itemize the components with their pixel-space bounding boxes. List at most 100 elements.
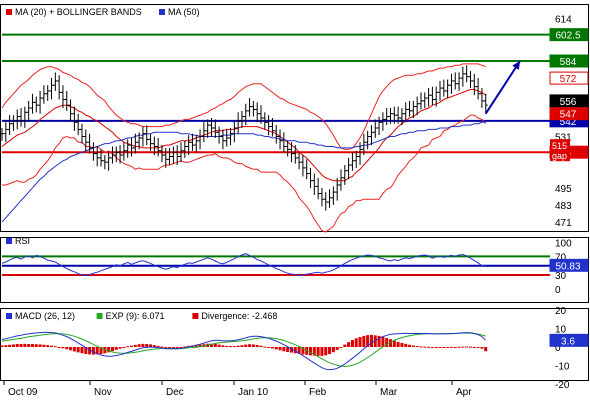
divergence-bar-55 xyxy=(209,343,213,347)
divergence-bar-16 xyxy=(61,347,65,349)
price-panel: 614584556531520495483471602.558454255725… xyxy=(0,4,589,233)
rsi-frame xyxy=(0,237,589,303)
price-legend-swatch-1 xyxy=(159,9,165,15)
divergence-bar-18 xyxy=(69,347,73,351)
price-legend-label-1: MA (50) xyxy=(168,7,200,17)
hline-tag-602.5-bg xyxy=(549,28,589,42)
divergence-bar-43 xyxy=(164,347,168,348)
projection-arrow-line xyxy=(484,60,521,115)
macd-legend-swatch-2 xyxy=(192,313,199,319)
divergence-bar-125 xyxy=(476,347,480,348)
divergence-bar-100 xyxy=(381,336,385,347)
divergence-bar-64 xyxy=(244,344,248,347)
price-frame xyxy=(0,4,589,232)
divergence-bar-94 xyxy=(358,337,362,347)
gap-label-bg xyxy=(550,139,570,162)
divergence-bar-24 xyxy=(91,347,95,355)
divergence-bar-46 xyxy=(175,347,179,348)
value-tag-556-text: 556 xyxy=(560,97,577,108)
divergence-bar-29 xyxy=(110,347,114,352)
divergence-bar-68 xyxy=(259,345,263,347)
divergence-bar-124 xyxy=(472,347,476,348)
divergence-bar-90 xyxy=(343,344,347,347)
divergence-bar-30 xyxy=(114,347,118,350)
divergence-bar-15 xyxy=(57,347,61,348)
divergence-bar-96 xyxy=(366,335,370,347)
divergence-bar-27 xyxy=(103,347,107,354)
divergence-bar-39 xyxy=(149,344,153,347)
divergence-bar-34 xyxy=(130,345,133,347)
macd-panel: 20 10 0 -10 -20 3.6 MACD (26, 12) EXP (9): 6.07… xyxy=(0,306,589,391)
x-tick-4: Feb xyxy=(309,387,327,398)
divergence-bar-33 xyxy=(126,346,130,348)
x-tick-2: Dec xyxy=(166,387,184,398)
price-tick-483: 483 xyxy=(555,201,572,212)
divergence-bar-8 xyxy=(30,344,34,347)
divergence-bar-36 xyxy=(137,344,141,347)
divergence-bar-102 xyxy=(389,339,392,347)
divergence-bar-22 xyxy=(84,347,88,355)
bollinger-upper-line xyxy=(1,63,486,150)
macd-legend-label-1: EXP (9): 6.071 xyxy=(106,311,165,321)
divergence-bar-127 xyxy=(484,347,488,352)
divergence-bar-92 xyxy=(350,339,354,347)
macd-value-tag-text: 3.6 xyxy=(561,336,575,347)
divergence-bar-21 xyxy=(80,347,84,354)
divergence-bar-112 xyxy=(427,346,431,348)
divergence-bar-101 xyxy=(385,337,389,347)
divergence-bar-75 xyxy=(286,347,290,352)
macd-legend-swatch-1 xyxy=(96,313,103,319)
divergence-bar-52 xyxy=(198,344,202,347)
macd-tick--20: -20 xyxy=(555,380,570,391)
divergence-bar-23 xyxy=(88,347,92,355)
divergence-bar-38 xyxy=(145,344,149,347)
rsi-tick-30: 30 xyxy=(555,271,567,282)
x-tick-3: Jan 10 xyxy=(238,387,268,398)
macd-legend-label-2: Divergence: -2.468 xyxy=(201,311,277,321)
price-tick-495: 495 xyxy=(555,184,572,195)
divergence-bar-35 xyxy=(133,344,137,347)
divergence-bar-28 xyxy=(107,347,111,353)
divergence-bar-117 xyxy=(446,347,450,348)
divergence-bar-84 xyxy=(320,347,324,356)
divergence-bar-121 xyxy=(461,346,465,348)
divergence-bar-14 xyxy=(53,346,57,348)
divergence-bar-114 xyxy=(434,347,438,348)
divergence-bar-83 xyxy=(316,347,320,356)
divergence-bar-79 xyxy=(301,347,305,355)
divergence-bar-25 xyxy=(95,347,99,355)
divergence-bar-97 xyxy=(369,334,373,347)
value-tag-572-text: 572 xyxy=(560,74,577,85)
macd-signal-line xyxy=(1,332,486,367)
divergence-bar-60 xyxy=(229,346,233,348)
macd-value-tag-bg xyxy=(549,333,589,347)
divergence-bar-111 xyxy=(423,346,427,348)
divergence-bar-87 xyxy=(331,347,335,353)
divergence-bar-44 xyxy=(168,347,172,348)
divergence-bar-71 xyxy=(270,347,274,349)
rsi-tick-100: 100 xyxy=(555,238,572,249)
divergence-bar-76 xyxy=(289,347,293,353)
divergence-bar-61 xyxy=(232,346,236,348)
divergence-bar-93 xyxy=(354,338,358,347)
x-tick-5: Mar xyxy=(380,387,398,398)
price-tick-614: 614 xyxy=(555,14,572,25)
projection-arrow-head xyxy=(512,61,520,70)
macd-tick--10: -10 xyxy=(555,362,570,373)
ma50-line xyxy=(1,121,486,223)
divergence-bar-47 xyxy=(179,347,183,348)
gap-label-value: 515 xyxy=(552,141,567,151)
price-tick-531: 531 xyxy=(555,133,572,144)
rsi-legend-label-0: RSI xyxy=(15,236,30,246)
divergence-bar-118 xyxy=(449,346,453,348)
hline-tag-542-text: 542 xyxy=(560,117,577,128)
divergence-bar-74 xyxy=(282,347,286,352)
price-legend-swatch-0 xyxy=(6,9,12,15)
divergence-bar-73 xyxy=(278,347,282,351)
divergence-bar-115 xyxy=(438,347,442,348)
divergence-bar-116 xyxy=(442,347,446,348)
price-tick-471: 471 xyxy=(555,218,572,229)
divergence-bar-51 xyxy=(194,344,198,347)
